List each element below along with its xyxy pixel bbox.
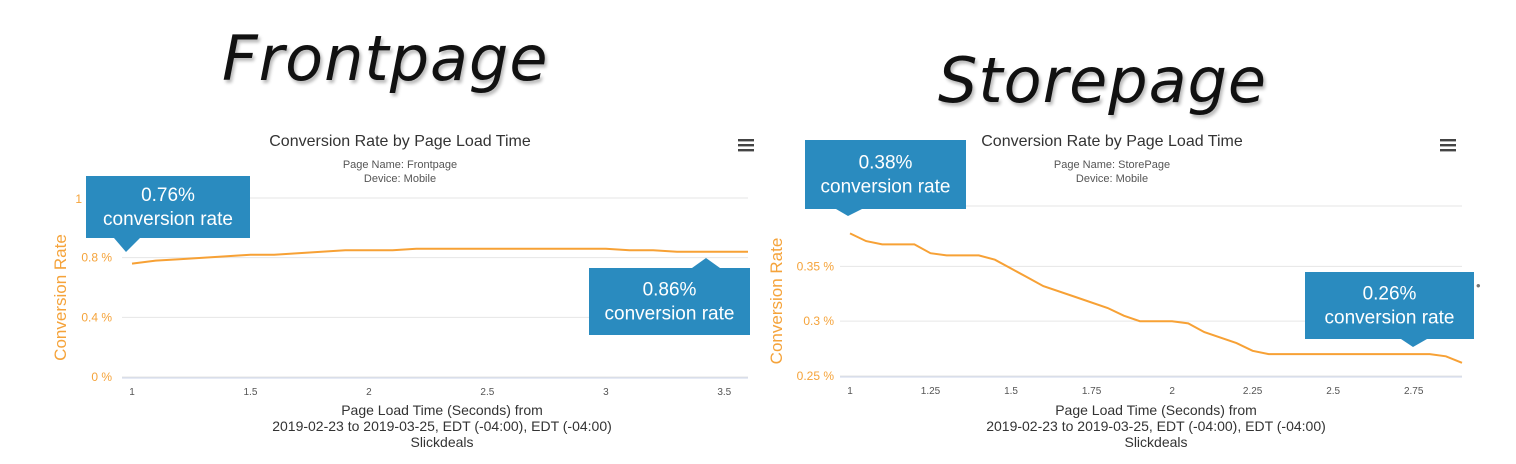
hamburger-menu-icon[interactable] <box>1440 139 1456 152</box>
callout-pointer <box>1401 339 1427 347</box>
callout-value: 0.76% <box>141 185 195 206</box>
y-tick-label: 0.3 % <box>803 314 834 328</box>
chart-subtitle: Device: Mobile <box>364 173 436 185</box>
edge-mark: • <box>1476 278 1481 293</box>
x-tick-label: 3 <box>603 387 609 398</box>
x-tick-label: 2.5 <box>480 387 494 398</box>
x-axis-label: 2019-02-23 to 2019-03-25, EDT (-04:00), … <box>272 418 612 434</box>
x-axis-label: Page Load Time (Seconds) from <box>341 402 543 418</box>
y-axis-label: Conversion Rate <box>51 234 70 361</box>
conversion-rate-line <box>849 232 1463 364</box>
hamburger-menu-icon[interactable] <box>738 139 754 152</box>
y-tick-label: 0.8 % <box>81 251 112 265</box>
x-tick-label: 2 <box>366 387 372 398</box>
x-tick-label: 1 <box>129 387 135 398</box>
storepage-heading: Storepage <box>938 44 1268 117</box>
callout-pointer <box>114 238 140 252</box>
x-tick-label: 1.5 <box>244 387 258 398</box>
y-tick-label: 0 % <box>91 370 112 384</box>
x-tick-label: 2.5 <box>1326 386 1340 397</box>
callout-pointer <box>692 258 720 268</box>
callout-value: 0.38% <box>859 153 913 174</box>
y-axis-label: Conversion Rate <box>767 238 786 365</box>
callout-label: conversion rate <box>605 304 735 325</box>
chart-subtitle: Device: Mobile <box>1076 173 1148 185</box>
x-axis-label: Page Load Time (Seconds) from <box>1055 402 1257 418</box>
x-tick-label: 2 <box>1169 386 1175 397</box>
callout-box <box>805 140 966 209</box>
x-axis-label: Slickdeals <box>1124 434 1187 450</box>
y-tick-label: 0.35 % <box>797 259 835 273</box>
callout-label: conversion rate <box>1325 308 1455 329</box>
x-axis-label: 2019-02-23 to 2019-03-25, EDT (-04:00), … <box>986 418 1326 434</box>
x-tick-label: 1.25 <box>921 386 941 397</box>
x-axis-label: Slickdeals <box>410 434 473 450</box>
callout-label: conversion rate <box>103 209 233 230</box>
frontpage-heading: Frontpage <box>222 22 549 95</box>
storepage-conversion-chart: Conversion Rate by Page Load Time Page Na… <box>767 133 1481 450</box>
x-tick-label: 1 <box>847 386 853 397</box>
callout-box <box>589 268 750 335</box>
chart-subtitle: Page Name: StorePage <box>1054 159 1170 171</box>
chart-title: Conversion Rate by Page Load Time <box>981 133 1243 150</box>
callout-value: 0.26% <box>1363 284 1417 305</box>
x-tick-label: 2.25 <box>1243 386 1263 397</box>
x-tick-label: 1.5 <box>1004 386 1018 397</box>
chart-title: Conversion Rate by Page Load Time <box>269 133 531 150</box>
y-tick-label: 0.4 % <box>81 310 112 324</box>
conversion-rate-line <box>131 247 748 265</box>
x-tick-label: 2.75 <box>1404 386 1424 397</box>
callout-pointer <box>836 209 862 216</box>
frontpage-conversion-chart: Conversion Rate by Page Load Time Page Na… <box>51 133 760 450</box>
callout-value: 0.86% <box>643 280 697 301</box>
edge-mark: . <box>759 278 760 293</box>
callout-box <box>1305 272 1474 339</box>
y-tick-label: 0.25 % <box>797 369 835 383</box>
callout-box <box>86 176 250 238</box>
y-tick-label: 1 <box>75 192 82 206</box>
x-tick-label: 1.75 <box>1082 386 1102 397</box>
x-tick-label: 3.5 <box>717 387 731 398</box>
callout-label: conversion rate <box>821 177 951 198</box>
chart-subtitle: Page Name: Frontpage <box>343 159 457 171</box>
